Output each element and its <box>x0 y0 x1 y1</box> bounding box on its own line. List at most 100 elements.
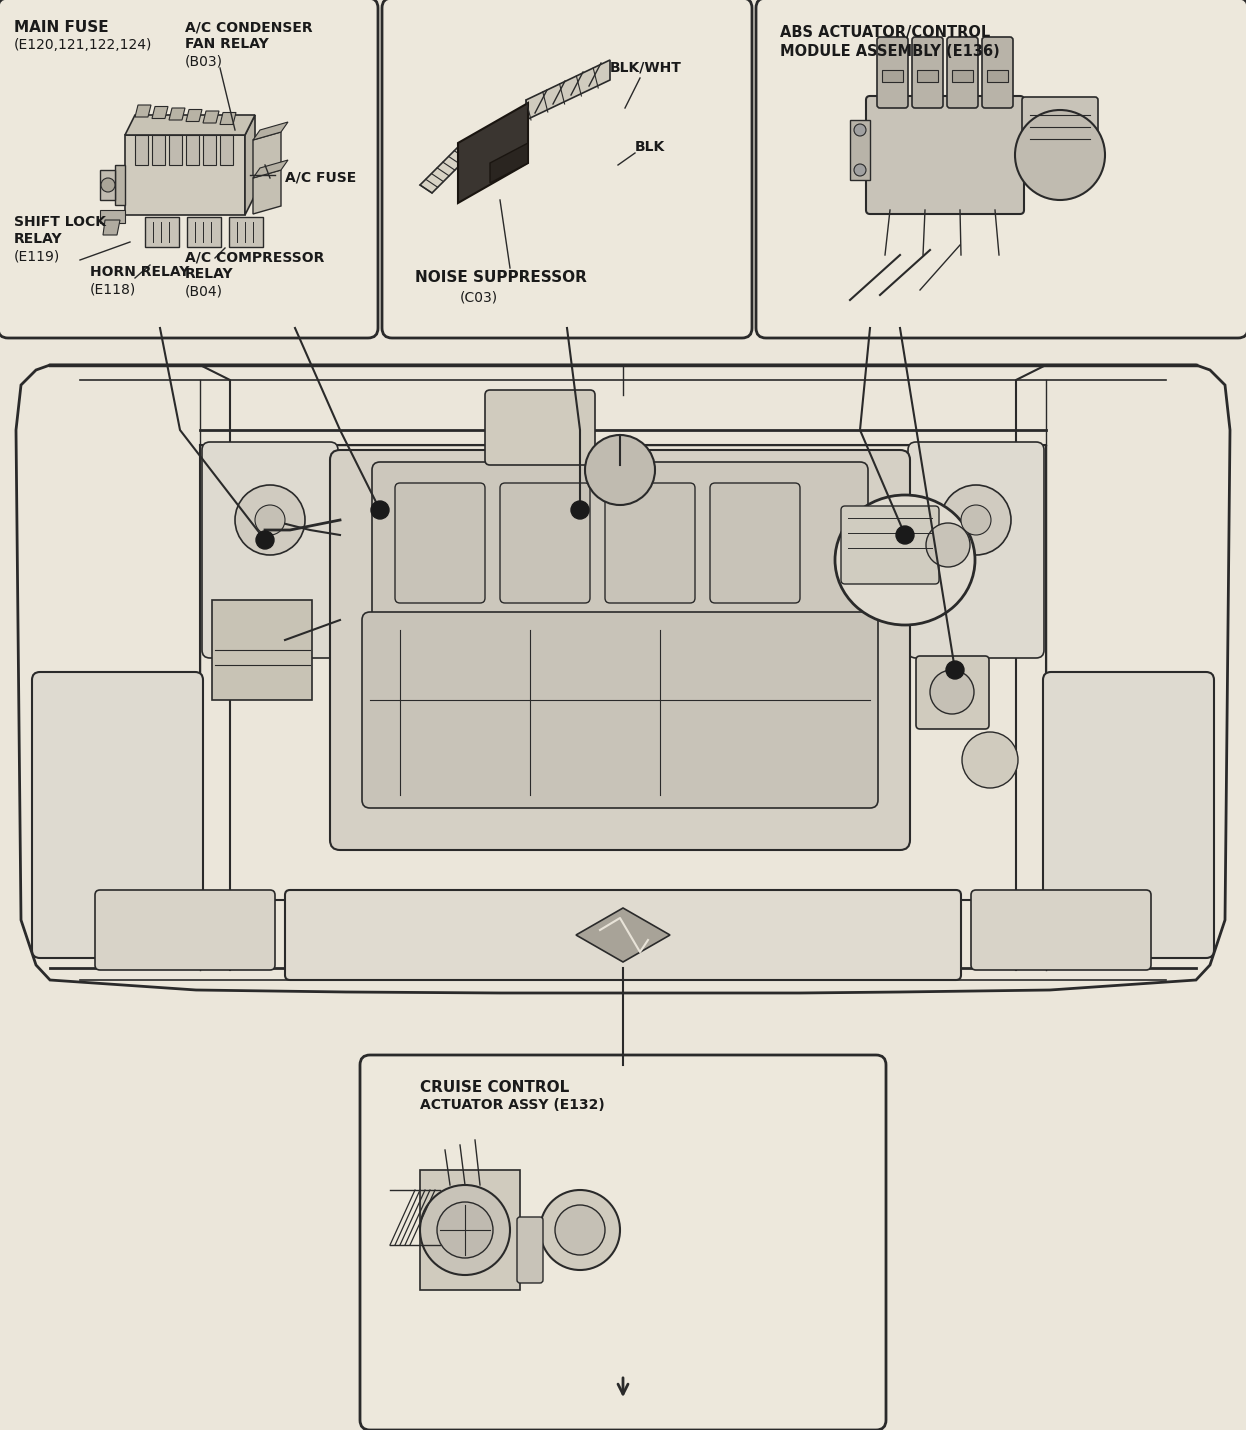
FancyBboxPatch shape <box>212 601 312 701</box>
FancyBboxPatch shape <box>373 462 868 628</box>
FancyBboxPatch shape <box>0 0 378 337</box>
FancyBboxPatch shape <box>229 217 263 247</box>
FancyBboxPatch shape <box>360 1055 886 1430</box>
FancyBboxPatch shape <box>908 442 1044 658</box>
FancyBboxPatch shape <box>971 889 1151 970</box>
Circle shape <box>926 523 969 568</box>
Polygon shape <box>16 365 1230 992</box>
Polygon shape <box>420 1170 520 1290</box>
Text: RELAY: RELAY <box>14 232 62 246</box>
Polygon shape <box>135 104 151 117</box>
Text: (E119): (E119) <box>14 249 60 263</box>
Text: (B04): (B04) <box>184 285 223 297</box>
FancyBboxPatch shape <box>221 134 233 164</box>
Text: (C03): (C03) <box>460 290 498 305</box>
Polygon shape <box>850 120 870 180</box>
Text: CRUISE CONTROL: CRUISE CONTROL <box>420 1080 569 1095</box>
FancyBboxPatch shape <box>202 442 338 658</box>
Circle shape <box>437 1203 493 1258</box>
FancyBboxPatch shape <box>32 672 203 958</box>
FancyBboxPatch shape <box>606 483 695 603</box>
FancyBboxPatch shape <box>152 134 164 164</box>
Text: HORN RELAY: HORN RELAY <box>90 265 189 279</box>
FancyBboxPatch shape <box>285 889 961 980</box>
Text: A/C FUSE: A/C FUSE <box>285 170 356 184</box>
FancyBboxPatch shape <box>485 390 596 465</box>
Circle shape <box>540 1190 621 1270</box>
Polygon shape <box>253 122 288 140</box>
FancyBboxPatch shape <box>947 37 978 109</box>
FancyBboxPatch shape <box>187 217 221 247</box>
Circle shape <box>854 124 866 136</box>
Polygon shape <box>186 110 202 122</box>
FancyBboxPatch shape <box>363 612 878 808</box>
Circle shape <box>255 505 285 535</box>
Polygon shape <box>125 134 245 214</box>
FancyBboxPatch shape <box>952 70 973 82</box>
Text: MODULE ASSEMBLY (E136): MODULE ASSEMBLY (E136) <box>780 44 999 59</box>
Text: A/C CONDENSER: A/C CONDENSER <box>184 20 313 34</box>
FancyBboxPatch shape <box>517 1217 543 1283</box>
Circle shape <box>554 1205 606 1256</box>
Text: ACTUATOR ASSY (E132): ACTUATOR ASSY (E132) <box>420 1098 604 1113</box>
Polygon shape <box>125 114 255 134</box>
Polygon shape <box>253 132 282 176</box>
Circle shape <box>941 485 1011 555</box>
FancyBboxPatch shape <box>866 96 1024 214</box>
Text: BLK: BLK <box>635 140 665 154</box>
Text: RELAY: RELAY <box>184 267 234 282</box>
FancyBboxPatch shape <box>987 70 1008 82</box>
Text: NOISE SUPPRESSOR: NOISE SUPPRESSOR <box>415 270 587 285</box>
FancyBboxPatch shape <box>877 37 908 109</box>
Text: A/C COMPRESSOR: A/C COMPRESSOR <box>184 250 324 265</box>
FancyBboxPatch shape <box>169 134 182 164</box>
FancyBboxPatch shape <box>500 483 591 603</box>
Circle shape <box>930 671 974 714</box>
Text: FAN RELAY: FAN RELAY <box>184 37 269 51</box>
FancyBboxPatch shape <box>135 134 148 164</box>
Circle shape <box>961 505 991 535</box>
Circle shape <box>586 435 655 505</box>
Polygon shape <box>100 210 125 223</box>
Circle shape <box>571 500 589 519</box>
Polygon shape <box>253 160 288 177</box>
Polygon shape <box>459 103 528 203</box>
Text: (E118): (E118) <box>90 282 136 296</box>
FancyBboxPatch shape <box>916 656 989 729</box>
FancyBboxPatch shape <box>145 217 179 247</box>
Text: (B03): (B03) <box>184 54 223 69</box>
Text: ABS ACTUATOR/CONTROL: ABS ACTUATOR/CONTROL <box>780 24 991 40</box>
Polygon shape <box>245 114 255 214</box>
FancyBboxPatch shape <box>1022 97 1098 157</box>
Polygon shape <box>253 170 282 214</box>
FancyBboxPatch shape <box>203 134 216 164</box>
FancyBboxPatch shape <box>882 70 903 82</box>
Polygon shape <box>490 143 528 183</box>
Polygon shape <box>526 60 611 120</box>
FancyBboxPatch shape <box>710 483 800 603</box>
FancyBboxPatch shape <box>917 70 938 82</box>
Circle shape <box>896 526 915 543</box>
Circle shape <box>255 531 274 549</box>
Text: MAIN FUSE: MAIN FUSE <box>14 20 108 34</box>
FancyBboxPatch shape <box>982 37 1013 109</box>
Circle shape <box>420 1185 510 1276</box>
FancyBboxPatch shape <box>186 134 199 164</box>
Polygon shape <box>169 109 184 120</box>
Circle shape <box>101 177 115 192</box>
FancyBboxPatch shape <box>756 0 1246 337</box>
Polygon shape <box>115 164 125 204</box>
FancyBboxPatch shape <box>330 450 910 849</box>
Polygon shape <box>221 113 235 124</box>
FancyBboxPatch shape <box>95 889 275 970</box>
Circle shape <box>1015 110 1105 200</box>
Polygon shape <box>576 908 670 962</box>
Polygon shape <box>420 144 472 193</box>
Polygon shape <box>152 106 168 119</box>
Circle shape <box>235 485 305 555</box>
FancyBboxPatch shape <box>912 37 943 109</box>
Text: (E120,121,122,124): (E120,121,122,124) <box>14 39 152 51</box>
Circle shape <box>946 661 964 679</box>
Ellipse shape <box>835 495 976 625</box>
Polygon shape <box>203 112 219 123</box>
